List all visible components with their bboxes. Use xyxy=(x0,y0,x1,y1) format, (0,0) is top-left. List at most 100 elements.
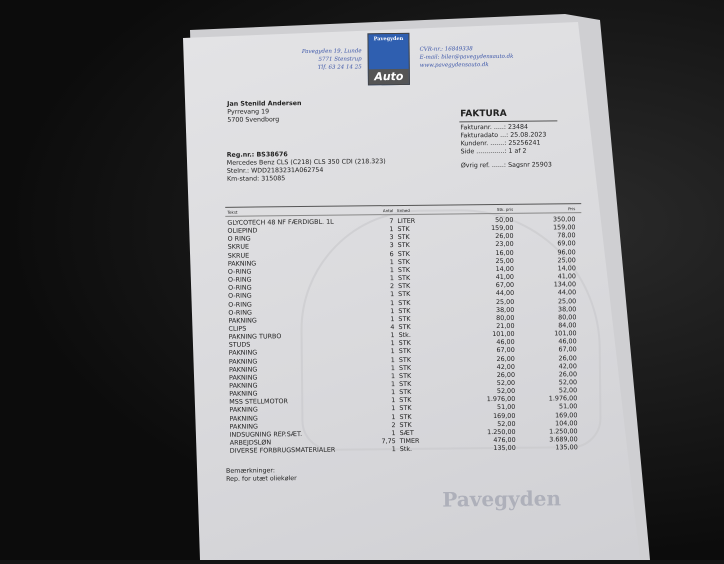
item-qty: 3 xyxy=(389,241,394,250)
item-text: CLIPS xyxy=(228,324,247,333)
item-unit: STK xyxy=(399,420,412,429)
item-qty: 1 xyxy=(389,265,394,274)
item-price: 135,00 xyxy=(555,443,578,452)
item-unit: STK xyxy=(397,257,411,266)
item-unit: STK xyxy=(397,241,410,250)
item-text: ARBEJDSLØN xyxy=(229,438,272,447)
item-unit-price: 25,00 xyxy=(495,297,515,306)
company-contact: CVR-nr.: 16849338 E-mail: biler@pavegyde… xyxy=(420,45,514,70)
item-price: 52,00 xyxy=(558,378,578,387)
customer-address: Jan Stenild Andersen Pyrrevang 19 5700 S… xyxy=(227,100,302,125)
item-unit: STK xyxy=(397,265,411,274)
item-unit-price: 42,00 xyxy=(496,362,515,371)
item-qty: 1 xyxy=(390,290,395,299)
item-unit-price: 26,00 xyxy=(496,354,515,363)
meta-label: Kundenr. .......: xyxy=(460,139,507,148)
item-qty: 1 xyxy=(391,388,396,397)
customer-number: 25256241 xyxy=(508,139,541,147)
item-unit-price: 41,00 xyxy=(495,272,515,282)
item-unit-price: 38,00 xyxy=(495,305,515,314)
vehicle-info: Reg.nr.: BS38676 Mercedes Benz CLS (C218… xyxy=(227,150,386,184)
item-qty: 1 xyxy=(390,363,395,372)
item-price: 26,00 xyxy=(558,353,577,362)
item-unit-price: 67,00 xyxy=(495,280,515,290)
item-unit: STK xyxy=(398,314,411,323)
item-text: PAKNING xyxy=(229,405,258,415)
address-line: Tlf. 63 24 14 25 xyxy=(317,64,362,71)
item-price: 69,00 xyxy=(557,239,576,248)
item-price: 78,00 xyxy=(557,231,576,240)
item-text: PAKNING xyxy=(228,316,257,325)
page-number: 1 af 2 xyxy=(508,147,527,155)
website: www.pavegydensauto.dk xyxy=(419,62,489,69)
item-unit-price: 52,00 xyxy=(497,419,516,428)
item-text: DIVERSE FORBRUGSMATERIALER xyxy=(229,445,336,455)
item-unit-price: 67,00 xyxy=(496,346,515,355)
item-unit: STK xyxy=(399,412,412,421)
item-qty: 7 xyxy=(389,217,394,226)
item-unit-price: 1.976,00 xyxy=(486,395,516,404)
item-price: 25,00 xyxy=(557,296,577,305)
item-unit: LITER xyxy=(397,216,416,226)
item-qty: 1 xyxy=(390,298,395,307)
invoice-title: FAKTURA xyxy=(460,108,507,120)
item-price: 42,00 xyxy=(558,361,577,371)
item-unit: SÆT xyxy=(399,428,414,437)
item-text: O RING xyxy=(227,234,251,244)
item-unit: STK xyxy=(397,249,410,258)
item-unit: STK xyxy=(398,322,411,331)
item-text: PAKNING xyxy=(229,422,258,431)
item-unit: STK xyxy=(398,355,412,364)
item-unit: STK xyxy=(397,233,410,242)
item-unit-price: 51,00 xyxy=(497,403,516,412)
item-qty: 1 xyxy=(391,404,396,413)
remarks-text: Rep. for utæt oliekøler xyxy=(226,475,297,483)
item-text: OLIEPIND xyxy=(227,226,258,235)
item-price: 14,00 xyxy=(557,264,576,273)
logo-text: Auto xyxy=(368,68,409,85)
item-unit-price: 26,00 xyxy=(496,370,516,379)
item-text: SKRUE xyxy=(227,251,250,260)
item-unit-price: 26,00 xyxy=(495,232,514,241)
item-unit-price: 16,00 xyxy=(495,248,514,257)
item-qty: 1 xyxy=(390,380,396,389)
item-qty: 1 xyxy=(389,274,395,283)
meta-label: Side ..............: xyxy=(460,147,507,156)
item-unit: Stk. xyxy=(398,330,411,340)
item-price: 1.976,00 xyxy=(548,394,578,403)
watermark: Pavegyden xyxy=(442,486,562,512)
invoice-meta: Fakturanr. .....: 23484 Fakturadato ...:… xyxy=(460,123,551,170)
invoice-number: 23484 xyxy=(507,123,529,131)
item-price: 38,00 xyxy=(557,304,577,313)
item-price: 25,00 xyxy=(557,255,576,265)
company-logo: Pavegyden Auto xyxy=(367,32,410,86)
item-qty: 7,75 xyxy=(381,437,396,446)
item-qty: 1 xyxy=(390,347,395,356)
item-unit-price: 476,00 xyxy=(493,435,516,445)
item-price: 52,00 xyxy=(558,386,578,395)
item-unit-price: 46,00 xyxy=(496,338,515,347)
item-unit-price: 101,00 xyxy=(492,329,515,339)
customer-city: 5700 Svendborg xyxy=(227,116,280,124)
item-unit-price: 14,00 xyxy=(495,264,514,273)
item-price: 104,00 xyxy=(555,418,578,428)
item-text: PAKNING xyxy=(229,389,258,398)
item-unit: Stk. xyxy=(399,445,413,454)
item-unit: TIMER xyxy=(399,436,420,446)
item-text: PAKNING xyxy=(228,373,258,382)
item-text: O-RING xyxy=(228,308,252,317)
item-unit: STK xyxy=(397,225,410,234)
item-qty: 2 xyxy=(391,420,396,429)
item-text: PAKNING xyxy=(228,365,258,374)
meta-label: Øvrig ref. ......: xyxy=(460,161,507,170)
item-text: O-RING xyxy=(228,283,252,292)
logo-text: Pavegyden xyxy=(373,35,404,43)
item-qty: 2 xyxy=(389,282,395,291)
item-text: O-RING xyxy=(227,275,252,284)
item-price: 134,00 xyxy=(553,280,577,289)
item-price: 350,00 xyxy=(552,215,576,224)
item-text: O-RING xyxy=(227,267,252,276)
item-unit: STK xyxy=(398,298,411,307)
item-price: 169,00 xyxy=(555,410,578,419)
item-unit: STK xyxy=(398,347,411,356)
